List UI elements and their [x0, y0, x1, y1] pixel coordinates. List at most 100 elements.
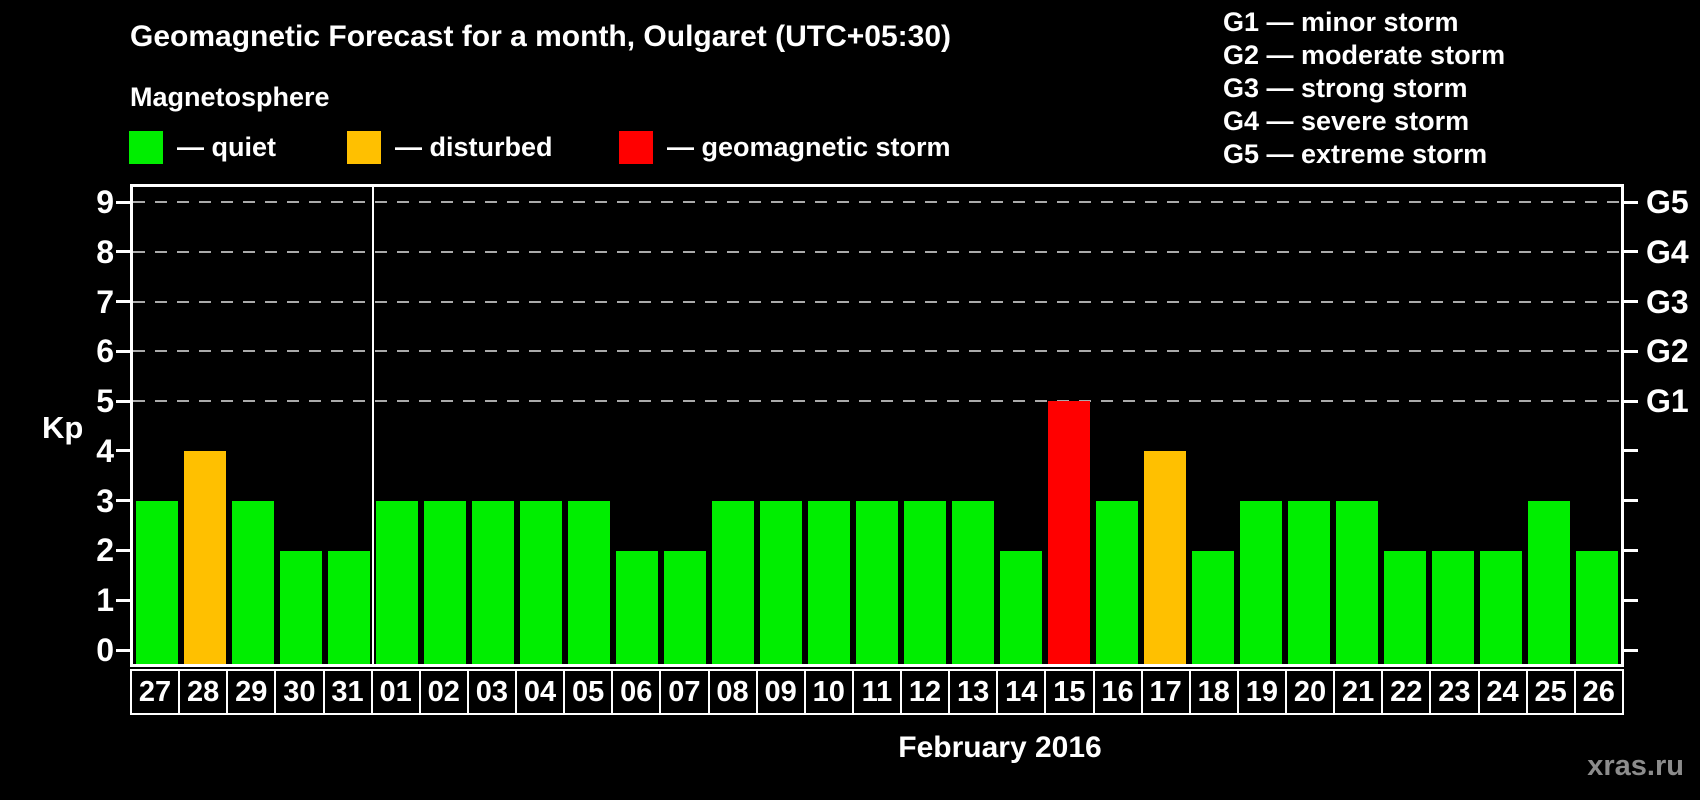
kp-bar	[232, 500, 274, 664]
day-cell: 05	[565, 669, 614, 715]
g-legend-line: G1 — minor storm	[1223, 7, 1459, 37]
g-scale-legend: G1 — minor storm G2 — moderate storm G3 …	[1223, 6, 1505, 171]
y-axis-tick	[1624, 598, 1638, 602]
kp-bar	[376, 500, 418, 664]
day-cell: 19	[1238, 669, 1287, 715]
gridline	[133, 250, 1621, 253]
day-cell: 14	[998, 669, 1047, 715]
y-axis-tick	[1624, 300, 1638, 304]
y-axis-tick	[116, 349, 130, 353]
y-axis-tick-label: 8	[96, 233, 114, 270]
day-cell: 25	[1527, 669, 1576, 715]
y-axis-tick	[1624, 648, 1638, 652]
legend-item-disturbed: — disturbed	[347, 131, 553, 164]
gridline	[133, 201, 1621, 203]
y-axis-tick	[116, 200, 130, 204]
day-cell: 24	[1479, 669, 1528, 715]
y-axis-tick-label: 2	[96, 532, 114, 569]
y-axis-tick	[116, 548, 130, 552]
kp-bar	[856, 500, 898, 664]
y-axis-tick	[116, 449, 130, 453]
kp-bar	[568, 500, 610, 664]
kp-bar	[1000, 550, 1042, 664]
day-cell: 17	[1142, 669, 1191, 715]
y-axis-tick-label: 0	[96, 632, 114, 669]
y-axis-tick	[116, 598, 130, 602]
kp-bar	[616, 550, 658, 664]
day-cell: 23	[1431, 669, 1480, 715]
kp-bar	[1288, 500, 1330, 664]
kp-bar	[472, 500, 514, 664]
day-cell: 01	[372, 669, 421, 715]
gridline	[133, 350, 1621, 353]
kp-bar	[424, 500, 466, 664]
day-cell: 06	[613, 669, 662, 715]
y-axis-tick	[1624, 399, 1638, 403]
kp-bar	[808, 500, 850, 664]
day-cell: 13	[950, 669, 999, 715]
day-cell: 02	[420, 669, 469, 715]
kp-bar	[1576, 550, 1618, 664]
page-title: Geomagnetic Forecast for a month, Oulgar…	[130, 20, 952, 53]
day-cell: 11	[853, 669, 902, 715]
watermark: xras.ru	[1587, 750, 1684, 782]
y-axis-tick	[1624, 349, 1638, 353]
g-legend-line: G4 — severe storm	[1223, 106, 1470, 136]
day-cell: 09	[757, 669, 806, 715]
day-cell: 27	[130, 669, 181, 715]
kp-bar	[136, 500, 178, 664]
y-axis-tick	[1624, 250, 1638, 254]
day-cell: 31	[324, 669, 373, 715]
kp-bar	[1432, 550, 1474, 664]
y-axis-title: Kp	[42, 410, 84, 445]
day-cell: 29	[228, 669, 277, 715]
day-cell: 07	[661, 669, 710, 715]
kp-bar	[1528, 500, 1570, 664]
legend-item-quiet: — quiet	[129, 131, 276, 164]
g-axis-label: G1	[1646, 383, 1689, 420]
quiet-color-swatch	[129, 131, 163, 164]
plot-area	[130, 184, 1624, 667]
day-cell: 26	[1575, 669, 1624, 715]
legend-label: — quiet	[177, 132, 276, 162]
y-axis-tick-label: 3	[96, 482, 114, 519]
kp-bar	[952, 500, 994, 664]
y-axis-tick	[1624, 499, 1638, 503]
legend-label: — disturbed	[395, 132, 553, 162]
kp-bar	[1384, 550, 1426, 664]
storm-color-swatch	[619, 131, 653, 164]
kp-bar	[1192, 550, 1234, 664]
g-legend-line: G2 — moderate storm	[1223, 40, 1506, 70]
y-axis-tick-label: 4	[96, 432, 114, 469]
y-axis-tick	[116, 648, 130, 652]
kp-bar	[280, 550, 322, 664]
kp-bar	[904, 500, 946, 664]
g-axis-label: G2	[1646, 333, 1689, 370]
day-cell: 08	[709, 669, 758, 715]
kp-bar	[1096, 500, 1138, 664]
kp-bar	[1144, 450, 1186, 664]
day-cell: 15	[1046, 669, 1095, 715]
day-cell: 20	[1287, 669, 1336, 715]
kp-bar	[1048, 401, 1090, 664]
y-axis-tick	[1624, 200, 1638, 204]
kp-bar	[1240, 500, 1282, 664]
y-axis-tick	[116, 399, 130, 403]
y-axis-tick	[1624, 548, 1638, 552]
y-axis-tick-label: 9	[96, 184, 114, 220]
g-axis-label: G4	[1646, 233, 1689, 270]
y-axis-tick	[116, 300, 130, 304]
kp-bar	[328, 550, 370, 664]
gridline	[133, 300, 1621, 303]
y-axis-tick-label: 6	[96, 333, 114, 370]
kp-bar	[664, 550, 706, 664]
legend-item-storm: — geomagnetic storm	[619, 131, 951, 164]
day-cell: 03	[468, 669, 517, 715]
g-axis-label: G3	[1646, 283, 1689, 320]
month-separator-line	[372, 187, 374, 664]
kp-bar	[520, 500, 562, 664]
g-legend-line: G3 — strong storm	[1223, 73, 1468, 103]
day-cell: 22	[1383, 669, 1432, 715]
y-axis-tick	[1624, 449, 1638, 453]
kp-bar	[184, 450, 226, 664]
